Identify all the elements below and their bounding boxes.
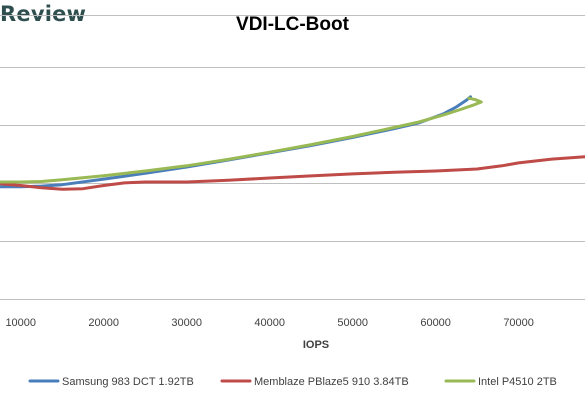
series-line-3: [0, 96, 483, 184]
x-tick-label-50000: 50000: [337, 317, 368, 329]
x-tick-label-30000: 30000: [171, 317, 202, 329]
chart-title: VDI-LC-Boot: [236, 14, 349, 35]
gridlines: [0, 15, 585, 300]
legend-label-3: Intel P4510 2TB: [478, 376, 557, 388]
legend-label-1: Samsung 983 DCT 1.92TB: [62, 376, 194, 388]
series-lines: [0, 95, 585, 191]
x-tick-label-20000: 20000: [88, 317, 119, 329]
legend: Samsung 983 DCT 1.92TB Memblaze PBlaze5 9…: [28, 376, 557, 388]
x-tick-label-10000: 10000: [5, 317, 36, 329]
legend-label-2: Memblaze PBlaze5 910 3.84TB: [254, 376, 409, 388]
x-tick-label-40000: 40000: [254, 317, 285, 329]
x-tick-label-70000: 70000: [503, 317, 534, 329]
series-line-2: [0, 155, 585, 191]
x-axis-label: IOPS: [303, 339, 329, 351]
x-axis-ticks: 10000 20000 30000 40000 50000 60000 70000: [5, 317, 533, 329]
x-tick-label-60000: 60000: [420, 317, 451, 329]
logo-wordmark: Review: [0, 2, 87, 26]
